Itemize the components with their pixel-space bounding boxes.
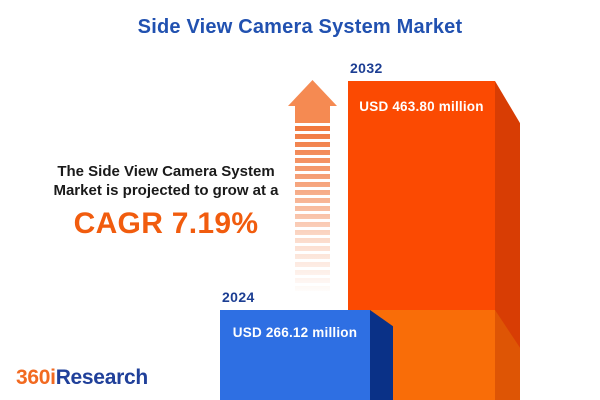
brand-logo: 360iResearch <box>16 366 148 390</box>
arrow-neck <box>295 105 330 123</box>
bar-2032-value-label: USD 463.80 million <box>359 99 484 114</box>
arrow-fade-overlay <box>294 126 331 296</box>
bar-2024-value-label: USD 266.12 million <box>232 325 358 340</box>
annotation-line-2: Market is projected to grow at a <box>53 182 279 199</box>
brand-logo-research: Research <box>55 366 148 389</box>
page-title: Side View Camera System Market <box>137 16 463 38</box>
bar-2032-year-label: 2032 <box>350 60 383 76</box>
arrow-head-triangle <box>288 80 337 106</box>
growth-annotation: The Side View Camera System Market is pr… <box>35 162 297 241</box>
cagr-value: CAGR 7.19% <box>73 207 259 240</box>
annotation-line-1: The Side View Camera System <box>57 163 275 180</box>
bar-2024-year-label: 2024 <box>222 289 255 305</box>
bar-2024-front <box>220 310 370 400</box>
bar-2024-side <box>370 310 393 400</box>
bar-2032-front-upper <box>348 81 495 310</box>
brand-logo-360i: 360i <box>16 366 56 389</box>
